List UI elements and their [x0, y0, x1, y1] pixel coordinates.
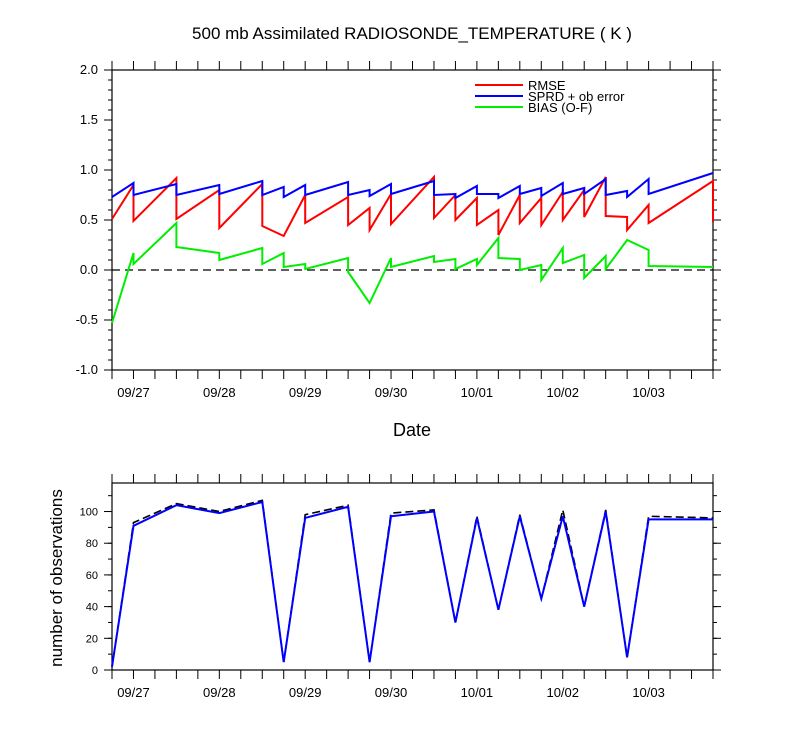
x-tick-label: 10/01: [461, 685, 494, 700]
y-tick-label: 80: [86, 538, 98, 550]
y-tick-label: 0: [92, 665, 98, 677]
plot-frame: [111, 69, 714, 371]
y-tick-label: 1.0: [80, 162, 98, 177]
y-tick-label: 40: [86, 602, 98, 614]
legend-label: SPRD + ob error: [528, 89, 625, 104]
x-tick-label: 09/28: [203, 685, 236, 700]
legend-label: RMSE: [528, 78, 566, 93]
x-tick-label: 09/27: [117, 685, 150, 700]
x-tick-label: 10/02: [546, 685, 579, 700]
series-line-1: [111, 172, 714, 200]
y-tick-label: 0.5: [80, 212, 98, 227]
x-tick-label: 10/03: [632, 685, 665, 700]
x-tick-label: 09/27: [117, 385, 150, 400]
y-axis-label: number of observations: [47, 489, 66, 667]
x-tick-label: 09/29: [289, 685, 322, 700]
x-axis-label: Date: [393, 420, 431, 440]
top-chart: 09/27 09/28 09/29 09/30 10/01 10/02 10/03 -1.0 -…: [76, 61, 721, 400]
series-line-2: [111, 220, 714, 324]
x-tick-label: 09/29: [289, 385, 322, 400]
bottom-chart: 09/27 09/28 09/29 09/30 10/01 10/02 10/03 0 20 40…: [80, 474, 721, 700]
y-tick-label: 0.0: [80, 262, 98, 277]
x-tick-label: 10/03: [632, 385, 665, 400]
x-tick-label: 09/30: [375, 685, 408, 700]
y-tick-label: -0.5: [76, 312, 98, 327]
legend-label: BIAS (O-F): [528, 100, 592, 115]
y-tick-label: 1.5: [80, 112, 98, 127]
x-tick-label: 09/28: [203, 385, 236, 400]
y-tick-label: 2.0: [80, 62, 98, 77]
x-tick-label: 10/01: [461, 385, 494, 400]
series-line-0: [111, 174, 714, 238]
chart-title: 500 mb Assimilated RADIOSONDE_TEMPERATUR…: [192, 24, 632, 43]
y-tick-label: 60: [86, 570, 98, 582]
y-tick-label: 20: [86, 633, 98, 645]
y-tick-label: -1.0: [76, 362, 98, 377]
y-tick-label: 100: [80, 507, 98, 519]
series-line-0: [111, 499, 714, 667]
series-line-1: [111, 500, 713, 667]
x-tick-label: 09/30: [375, 385, 408, 400]
x-tick-label: 10/02: [546, 385, 579, 400]
